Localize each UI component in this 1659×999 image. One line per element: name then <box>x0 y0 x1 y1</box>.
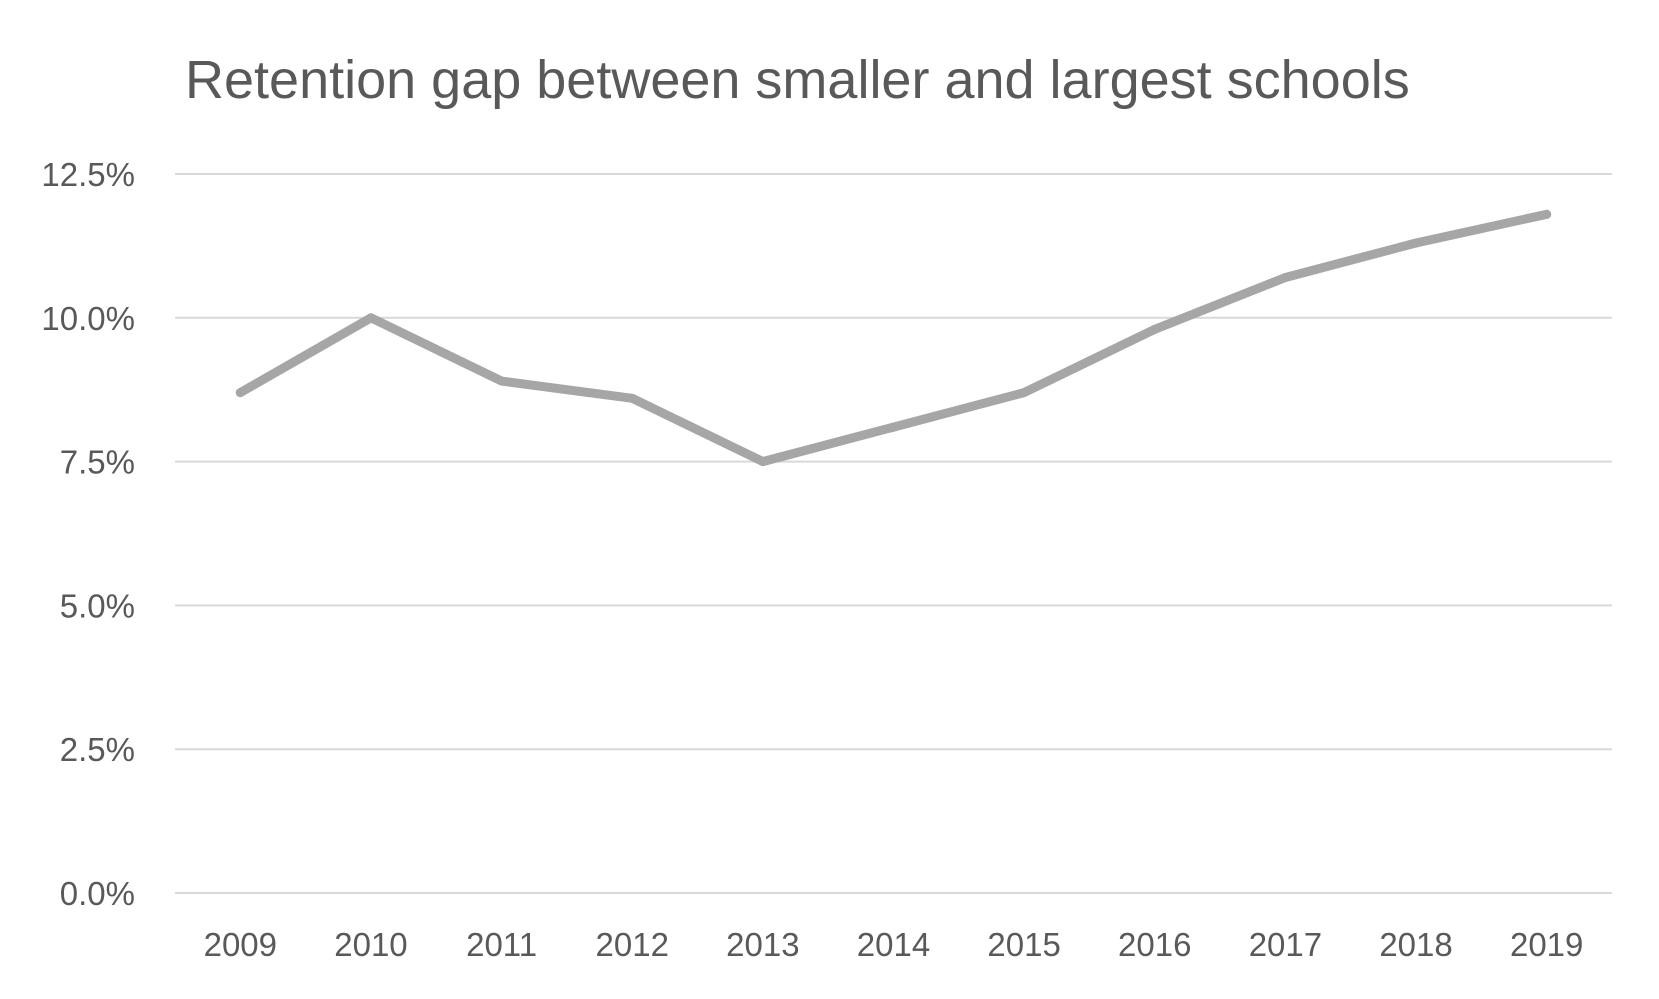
x-tick-label: 2018 <box>1379 926 1452 963</box>
series-layer <box>235 209 1552 467</box>
x-tick-label: 2010 <box>334 926 407 963</box>
y-tick-label: 10.0% <box>41 300 135 337</box>
data-point <box>627 393 637 403</box>
x-axis-tick-labels: 2009 2010 2011 2012 2013 2014 2015 2016 2017 2018… <box>204 926 1584 963</box>
x-tick-label: 2011 <box>466 926 537 963</box>
y-tick-label: 12.5% <box>41 156 135 193</box>
data-point <box>235 388 245 398</box>
x-tick-label: 2009 <box>204 926 277 963</box>
y-tick-label: 0.0% <box>60 875 135 912</box>
x-tick-label: 2013 <box>726 926 799 963</box>
data-point <box>1280 273 1290 283</box>
x-tick-label: 2016 <box>1118 926 1191 963</box>
data-point <box>497 376 507 386</box>
chart-title: Retention gap between smaller and larges… <box>185 50 1410 110</box>
data-point <box>1019 388 1029 398</box>
y-axis-tick-labels: 0.0% 2.5% 5.0% 7.5% 10.0% 12.5% <box>41 156 135 912</box>
x-tick-label: 2019 <box>1510 926 1583 963</box>
y-tick-label: 2.5% <box>60 731 135 768</box>
data-point <box>366 313 376 323</box>
x-tick-label: 2017 <box>1249 926 1322 963</box>
x-tick-label: 2012 <box>596 926 669 963</box>
x-tick-label: 2014 <box>857 926 930 963</box>
data-point <box>1411 238 1421 248</box>
data-point <box>889 422 898 432</box>
data-point <box>1542 209 1552 219</box>
data-point <box>1150 324 1160 334</box>
x-tick-label: 2015 <box>987 926 1060 963</box>
y-tick-label: 7.5% <box>60 444 135 481</box>
y-tick-label: 5.0% <box>60 587 135 624</box>
data-point <box>758 457 768 467</box>
gridlines <box>175 173 1612 894</box>
